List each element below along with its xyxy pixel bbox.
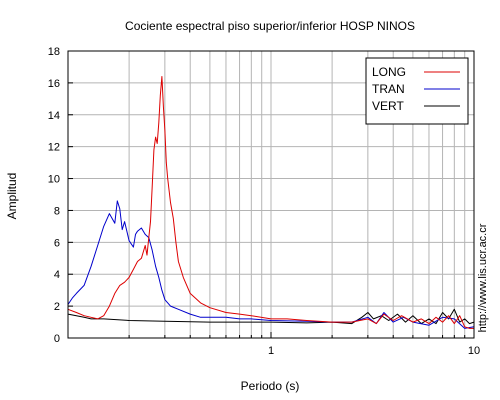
legend-label-vert: VERT bbox=[372, 99, 404, 113]
y-axis-label: Amplitud bbox=[5, 173, 19, 220]
series-line-tran bbox=[67, 200, 475, 329]
side-url-note: http://www.lis.ucr.ac.cr bbox=[477, 223, 489, 332]
x-axis-label: Periodo (s) bbox=[241, 379, 300, 393]
x-axis-ticks: 1 10 bbox=[67, 332, 480, 357]
y-tick-label: 6 bbox=[54, 237, 60, 249]
y-tick-label: 10 bbox=[48, 174, 60, 186]
y-tick-label: 14 bbox=[48, 110, 60, 122]
legend-box bbox=[365, 57, 469, 125]
y-axis-ticks: 0 2 4 6 8 10 12 14 16 18 bbox=[48, 46, 73, 345]
y-tick-label: 4 bbox=[54, 269, 60, 281]
legend-label-long: LONG bbox=[372, 65, 406, 79]
x-tick-label: 1 bbox=[268, 345, 274, 357]
x-tick-label: 10 bbox=[468, 345, 480, 357]
y-tick-label: 2 bbox=[54, 301, 60, 313]
y-tick-label: 12 bbox=[48, 142, 60, 154]
series-line-long bbox=[67, 76, 474, 329]
y-tick-label: 16 bbox=[48, 78, 60, 90]
series-layer bbox=[67, 76, 475, 329]
legend: LONG TRAN VERT bbox=[365, 57, 469, 125]
legend-label-tran: TRAN bbox=[372, 82, 405, 96]
y-tick-label: 8 bbox=[54, 205, 60, 217]
y-tick-label: 0 bbox=[54, 333, 60, 345]
chart-title: Cociente espectral piso superior/inferio… bbox=[125, 19, 415, 33]
y-tick-label: 18 bbox=[48, 46, 60, 58]
